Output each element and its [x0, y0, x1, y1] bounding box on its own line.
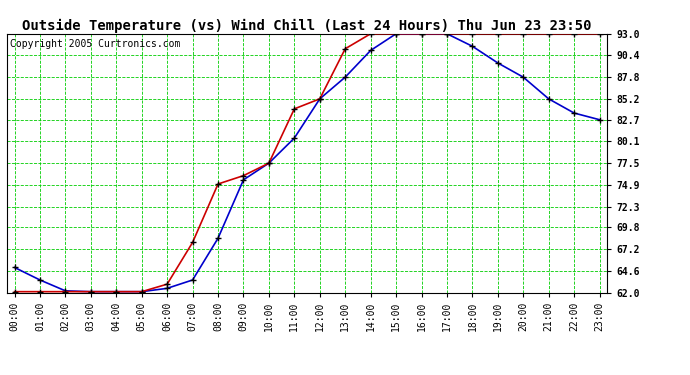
Title: Outside Temperature (vs) Wind Chill (Last 24 Hours) Thu Jun 23 23:50: Outside Temperature (vs) Wind Chill (Las…: [22, 18, 592, 33]
Text: Copyright 2005 Curtronics.com: Copyright 2005 Curtronics.com: [10, 39, 180, 49]
